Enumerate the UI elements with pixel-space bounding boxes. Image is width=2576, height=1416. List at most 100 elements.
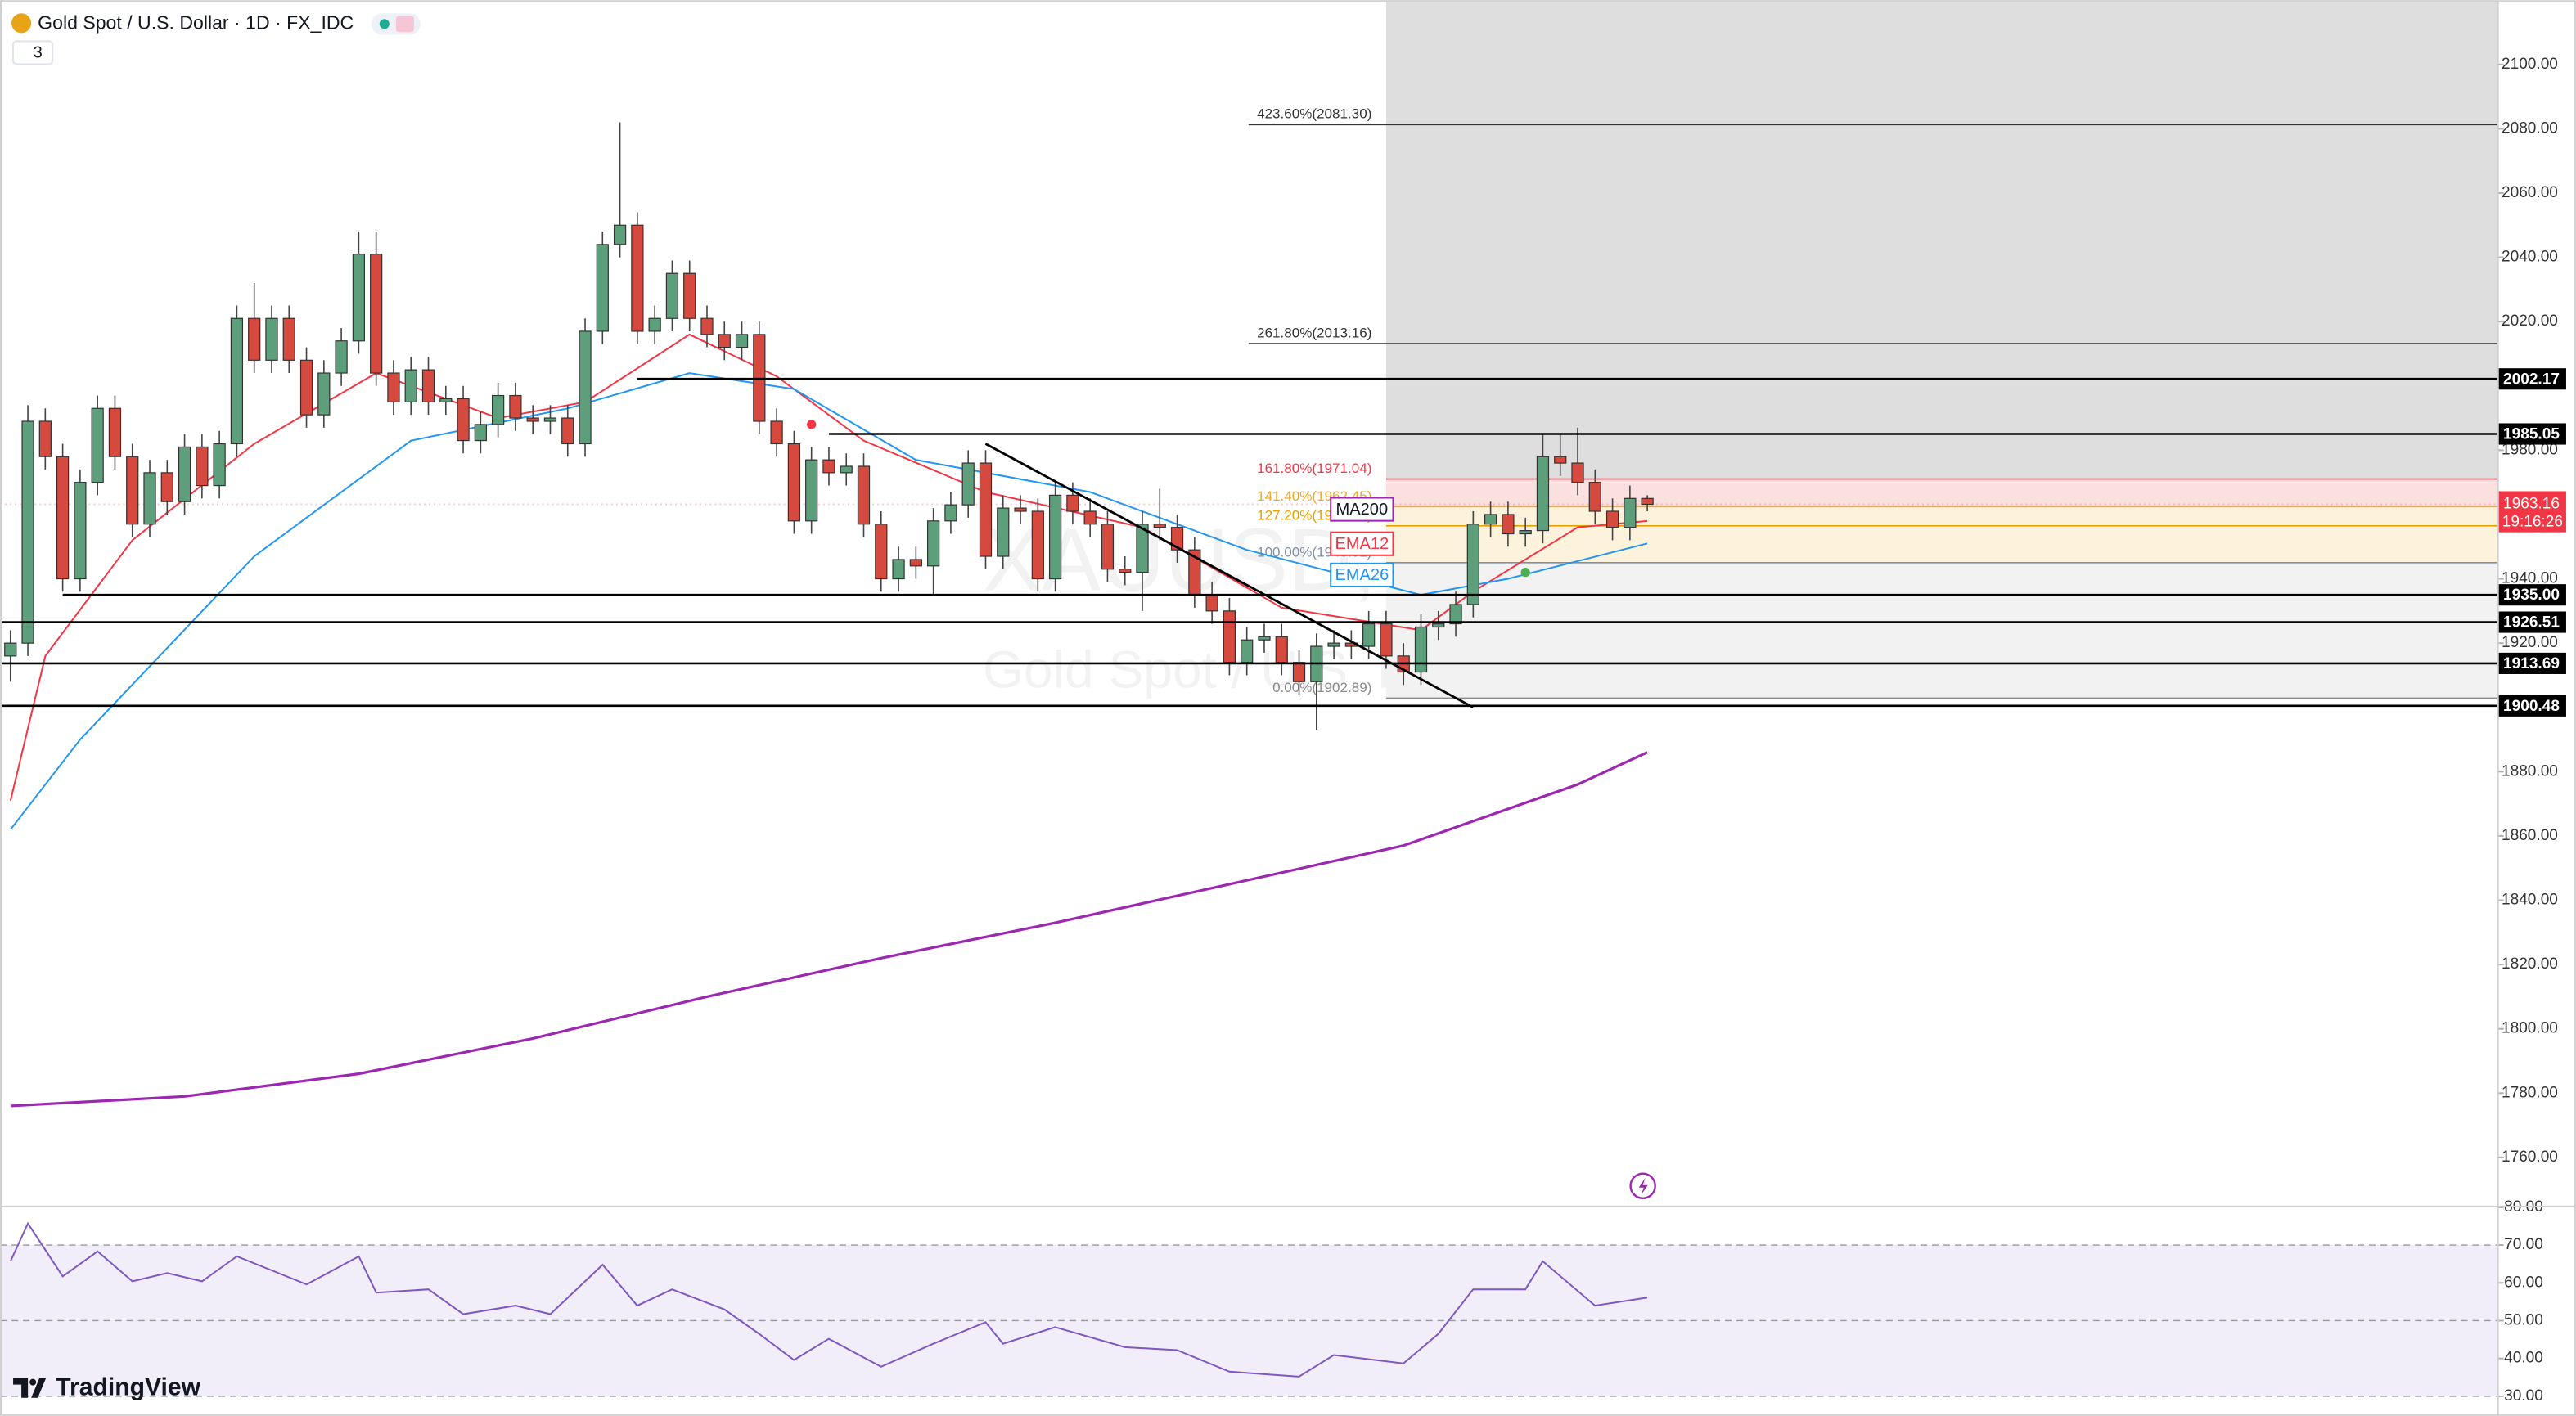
y-tick-label: 2060.00 — [2502, 184, 2558, 201]
candle-body — [1624, 497, 1637, 528]
signal-dot — [807, 420, 817, 429]
candle-body — [387, 372, 400, 403]
candle-body — [1502, 514, 1515, 535]
candle-body — [596, 244, 609, 332]
header: Gold Spot / U.S. Dollar · 1D · FX_IDC 3 — [11, 11, 421, 65]
candle-body — [491, 394, 505, 425]
last-price-label: 1963.16 — [2503, 496, 2560, 513]
candle-body — [1362, 623, 1376, 647]
candle-body — [961, 462, 975, 506]
candle-body — [1014, 507, 1027, 512]
candle-body — [1066, 494, 1079, 512]
candle-body — [474, 424, 487, 442]
indicator-label-box — [1330, 562, 1394, 587]
candle-body — [160, 472, 173, 502]
layer-main: 423.60%(2081.30) 261.80%(2013.16) 161.80%(… — [0, 56, 2566, 1405]
candle-body — [230, 317, 244, 445]
candle-body — [1432, 623, 1445, 628]
candle-body — [665, 272, 679, 319]
y-tick-label: 1860.00 — [2502, 827, 2558, 844]
candle-body — [822, 459, 835, 474]
candle-body — [579, 330, 592, 445]
candle-body — [1048, 494, 1062, 580]
objects-count: 3 — [34, 44, 43, 62]
y-tick-label: 1780.00 — [2502, 1084, 2558, 1101]
candle-body — [561, 417, 574, 445]
candle-body — [56, 456, 70, 580]
candle-body — [1519, 529, 1532, 535]
fib-label: 423.60%(2081.30) — [1257, 106, 1371, 122]
level-tag — [2498, 368, 2566, 390]
candle-body — [683, 272, 696, 319]
candle-body — [526, 417, 539, 422]
indicator-label-box — [1330, 531, 1394, 556]
candle-body — [735, 334, 749, 348]
candle-body — [178, 446, 191, 502]
candle-body — [1414, 626, 1428, 673]
candle-body — [317, 372, 331, 416]
candle-body — [1223, 610, 1236, 663]
y-tick-label: 1840.00 — [2502, 892, 2558, 909]
candle-body — [21, 420, 34, 644]
logo-mark — [13, 1378, 47, 1398]
level-tag-label: 2002.17 — [2503, 371, 2560, 388]
candle-body — [1380, 623, 1393, 657]
candle-body — [1136, 524, 1149, 573]
objects-toggle[interactable] — [12, 40, 54, 65]
y-tick-label: 1920.00 — [2502, 634, 2558, 651]
candle-body — [1153, 524, 1166, 528]
candle-body — [805, 459, 818, 522]
level-tag — [2498, 611, 2566, 633]
flash-icon[interactable] — [1629, 1172, 1656, 1199]
flash-circle[interactable] — [1629, 1172, 1656, 1199]
candle-body — [404, 369, 417, 403]
countdown-label: 19:16:26 — [2502, 514, 2563, 531]
candle-body — [4, 642, 17, 657]
y-tick-label: 2020.00 — [2502, 312, 2558, 330]
rsi-y-tick-label: 60.00 — [2504, 1274, 2543, 1291]
level-tag-label: 1900.48 — [2503, 698, 2560, 715]
candle-body — [1605, 510, 1619, 528]
candle-body — [1241, 639, 1254, 663]
y-tick-label: 1820.00 — [2502, 955, 2558, 973]
level-tag — [2498, 584, 2566, 606]
candle-body — [1205, 594, 1218, 612]
candle-body — [1275, 636, 1288, 663]
candle-body — [892, 559, 905, 580]
candle-body — [840, 465, 853, 474]
candle-body — [1641, 497, 1654, 506]
flash-bolt — [1638, 1177, 1648, 1195]
candle-body — [857, 465, 871, 525]
candle-body — [1101, 524, 1115, 570]
y-tick-label: 1940.00 — [2502, 570, 2558, 587]
level-tag-label: 1935.00 — [2503, 587, 2560, 604]
candle-body — [126, 456, 139, 525]
candle-body — [91, 407, 104, 483]
candle-body — [1571, 462, 1584, 483]
candle-body — [421, 369, 435, 403]
candle-body — [1536, 456, 1550, 532]
candle-body — [875, 524, 888, 580]
level-tag — [2498, 695, 2566, 717]
candle-body — [282, 317, 295, 361]
candle-body — [944, 504, 957, 522]
candle-body — [299, 359, 313, 416]
candle-body — [909, 559, 922, 567]
candle-body — [979, 462, 993, 557]
indicator-label-box — [1330, 497, 1394, 522]
y-tick-label: 2040.00 — [2502, 249, 2558, 266]
symbol-icon — [11, 13, 32, 34]
candle-body — [1258, 636, 1271, 641]
fib-zone — [1385, 525, 2497, 563]
candle-body — [1292, 662, 1306, 682]
logo: TradingView — [13, 1374, 201, 1401]
level-tag-label: 1926.51 — [2503, 614, 2560, 632]
candle-body — [439, 398, 453, 403]
candle-body — [718, 334, 731, 348]
header-title: Gold Spot / U.S. Dollar · 1D · FX_IDC — [38, 11, 354, 33]
candle-body — [770, 420, 783, 445]
